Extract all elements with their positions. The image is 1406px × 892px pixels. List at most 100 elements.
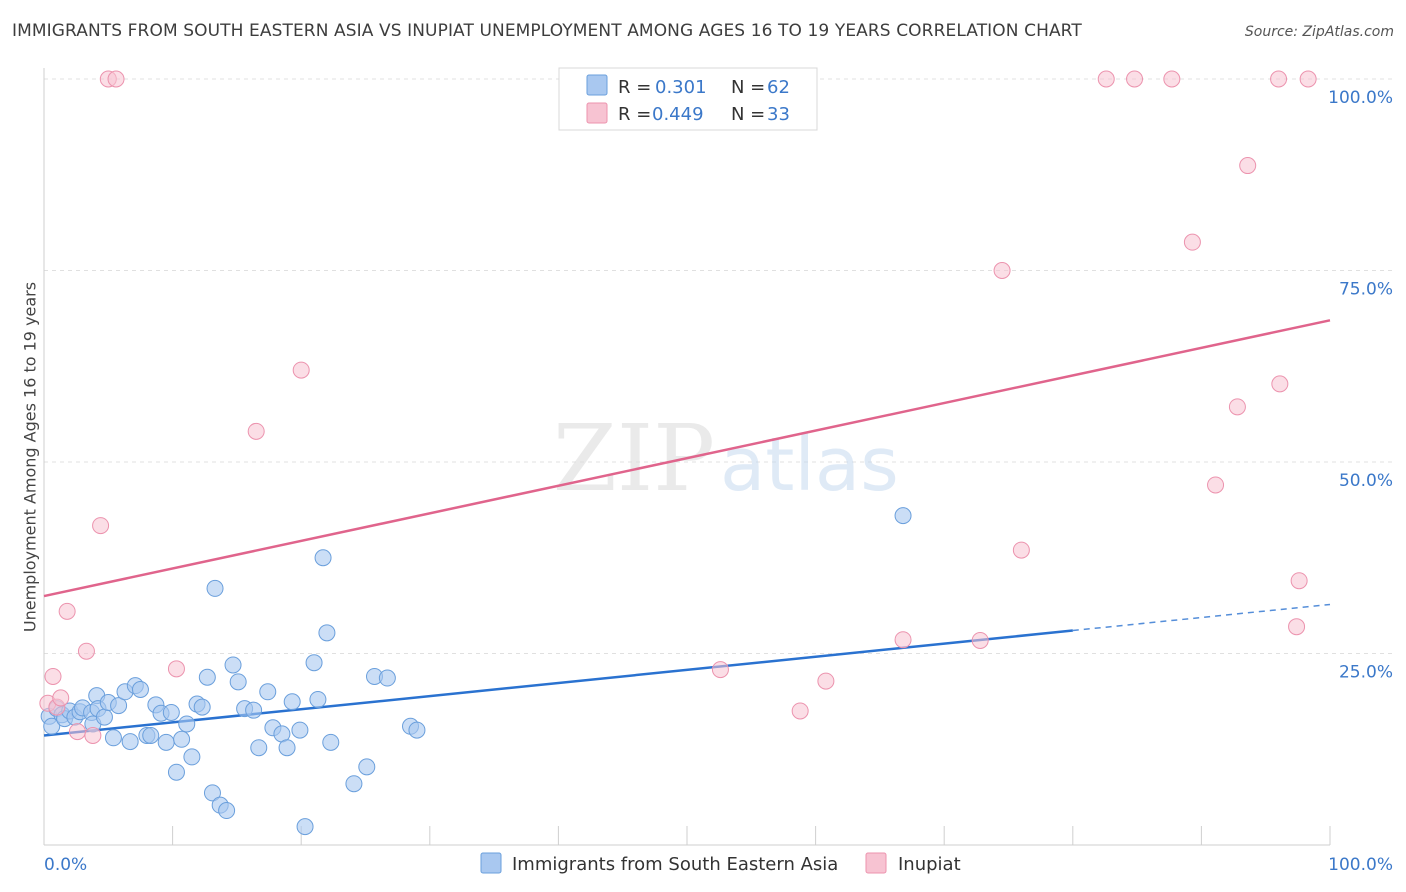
- data-point-inupiat: [791, 702, 809, 720]
- data-point-inupiat: [1126, 70, 1144, 88]
- data-point-immigrants: [291, 721, 309, 739]
- data-point-immigrants: [193, 698, 211, 716]
- y-tick-label: 25.0%: [1339, 663, 1393, 683]
- data-point-immigrants: [322, 733, 340, 751]
- data-point-immigrants: [314, 549, 332, 567]
- stats-legend: R = 0.301 N = 62 R = 0.449 N = 33: [558, 67, 818, 131]
- y-tick-label: 100.0%: [1328, 88, 1393, 108]
- data-point-inupiat: [993, 262, 1011, 279]
- data-point-immigrants: [305, 654, 323, 672]
- data-point-inupiat: [711, 661, 729, 679]
- data-point-inupiat: [971, 631, 989, 649]
- data-point-immigrants: [259, 683, 277, 701]
- data-point-immigrants: [283, 693, 301, 711]
- data-point-immigrants: [278, 739, 296, 757]
- watermark-atlas: atlas: [720, 422, 899, 508]
- stats-r-label: R =: [618, 104, 651, 125]
- data-point-immigrants: [183, 748, 201, 766]
- data-point-immigrants: [167, 763, 185, 781]
- data-point-inupiat: [292, 361, 310, 379]
- data-point-immigrants: [309, 690, 327, 708]
- data-point-inupiat: [1012, 541, 1030, 559]
- stats-n-label: N =: [731, 77, 765, 98]
- data-point-inupiat: [1207, 476, 1225, 494]
- data-point-immigrants: [95, 708, 113, 726]
- data-point-inupiat: [107, 70, 125, 88]
- data-point-immigrants: [110, 697, 128, 715]
- data-point-immigrants: [43, 717, 61, 735]
- data-point-immigrants: [378, 669, 396, 687]
- stats-r-value: 0.301: [655, 77, 707, 98]
- data-point-immigrants: [224, 656, 242, 674]
- legend-swatch-inupiat: [865, 852, 887, 874]
- data-point-immigrants: [296, 818, 314, 836]
- data-point-inupiat: [167, 660, 185, 678]
- stats-n-value: 33: [767, 104, 790, 125]
- data-point-immigrants: [345, 775, 363, 793]
- y-tick-label: 75.0%: [1339, 280, 1393, 300]
- data-point-immigrants: [894, 507, 912, 525]
- data-point-immigrants: [408, 721, 426, 739]
- regression-lines: [43, 319, 1331, 737]
- data-point-inupiat: [44, 667, 62, 685]
- bottom-legend: Immigrants from South Eastern Asia Inupi…: [480, 852, 961, 875]
- y-tick-label: 50.0%: [1339, 471, 1393, 491]
- data-point-inupiat: [247, 422, 265, 440]
- data-point-immigrants: [198, 668, 216, 686]
- stats-legend-swatch-pink: [586, 102, 608, 124]
- data-point-immigrants: [104, 729, 122, 747]
- data-point-immigrants: [206, 579, 224, 597]
- x-tick-label: 100.0%: [1328, 855, 1393, 875]
- data-point-inupiat: [1271, 375, 1289, 393]
- regression-line-immigrants: [43, 629, 1073, 737]
- source-credit: Source: ZipAtlas.com: [1244, 24, 1394, 40]
- data-point-inupiat: [1163, 70, 1181, 88]
- data-point-inupiat: [84, 726, 102, 744]
- data-point-inupiat: [1239, 157, 1257, 175]
- data-point-inupiat: [1270, 70, 1288, 88]
- data-point-inupiat: [894, 631, 912, 649]
- data-point-immigrants: [121, 733, 139, 751]
- stats-r-label: R =: [618, 77, 651, 98]
- chart-title: IMMIGRANTS FROM SOUTH EASTERN ASIA VS IN…: [12, 21, 1082, 41]
- stats-legend-swatch-blue: [586, 74, 608, 96]
- data-point-inupiat: [1097, 70, 1115, 88]
- data-point-immigrants: [157, 733, 175, 751]
- data-point-inupiat: [92, 517, 110, 535]
- data-point-immigrants: [318, 624, 336, 642]
- regression-line-inupiat: [43, 319, 1331, 598]
- data-point-immigrants: [245, 701, 263, 719]
- data-point-immigrants: [173, 730, 191, 748]
- x-tick-label: 0.0%: [44, 855, 87, 875]
- legend-label-immigrants: Immigrants from South Eastern Asia: [512, 854, 838, 875]
- data-point-inupiat: [77, 642, 95, 660]
- data-point-immigrants: [131, 681, 149, 699]
- data-point-inupiat: [1290, 572, 1308, 590]
- data-point-immigrants: [229, 673, 247, 691]
- data-point-inupiat: [1299, 70, 1317, 88]
- data-point-immigrants: [178, 715, 196, 733]
- stats-r-value: 0.449: [652, 104, 704, 125]
- data-point-inupiat: [1183, 233, 1201, 251]
- legend-label-inupiat: Inupiat: [898, 854, 961, 875]
- legend-swatch-immigrants: [480, 852, 502, 874]
- tick-labels: 25.0% 50.0% 75.0% 100.0% 0.0% 100.0%: [44, 88, 1393, 875]
- data-point-immigrants: [358, 758, 376, 776]
- data-point-immigrants: [250, 739, 268, 757]
- grid-lines: [44, 78, 1395, 654]
- series-inupiat-points: [39, 70, 1317, 744]
- stats-n-label: N =: [731, 104, 765, 125]
- data-point-inupiat: [58, 602, 76, 620]
- data-point-inupiat: [68, 723, 86, 741]
- data-point-inupiat: [1288, 618, 1306, 636]
- data-point-immigrants: [218, 802, 236, 820]
- stats-n-value: 62: [767, 77, 790, 98]
- data-point-inupiat: [1228, 398, 1246, 416]
- data-point-immigrants: [203, 784, 221, 802]
- data-point-inupiat: [52, 689, 70, 707]
- watermark: ZIP atlas: [553, 405, 899, 512]
- data-point-immigrants: [162, 703, 180, 721]
- data-point-immigrants: [142, 726, 160, 744]
- data-point-inupiat: [817, 672, 835, 690]
